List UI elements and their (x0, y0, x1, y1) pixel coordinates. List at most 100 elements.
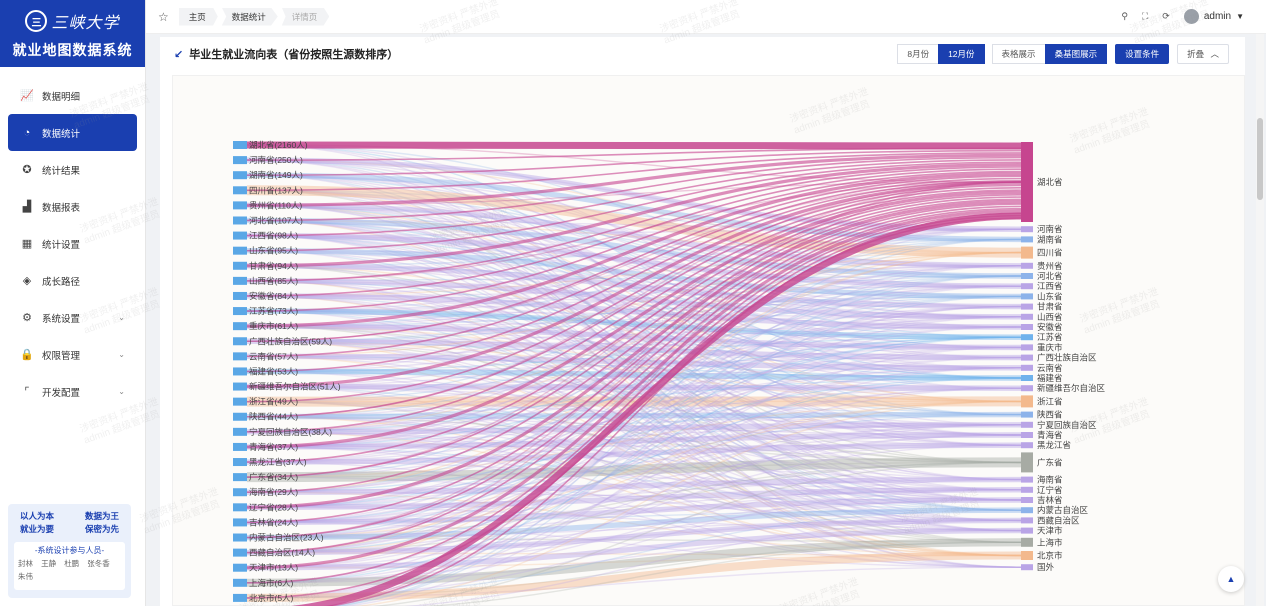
sankey-source-label: 青海省(37人) (249, 442, 298, 452)
sankey-link-hubei (246, 180, 1022, 373)
sankey-target-node[interactable] (1021, 262, 1033, 269)
sankey-target-node[interactable] (1021, 142, 1033, 222)
sankey-source-node[interactable] (233, 533, 247, 542)
sankey-link (246, 416, 1022, 464)
sankey-target-node[interactable] (1021, 293, 1033, 300)
sankey-source-node[interactable] (233, 563, 247, 572)
sankey-source-node[interactable] (233, 201, 247, 210)
sankey-link (246, 234, 1022, 287)
sankey-source-node[interactable] (233, 367, 247, 376)
breadcrumb-stats[interactable]: 数据统计 (221, 7, 278, 26)
sankey-target-node[interactable] (1021, 442, 1033, 449)
sankey-target-node[interactable] (1021, 527, 1033, 534)
breadcrumb-home[interactable]: 主页 (178, 7, 218, 26)
sankey-link (246, 249, 1022, 446)
sidebar-item-7[interactable]: 🔒 权限管理 ⌄ (8, 336, 137, 373)
sankey-source-label: 甘肃省(94人) (249, 261, 298, 271)
scrollbar-thumb[interactable] (1257, 118, 1263, 200)
sankey-source-node[interactable] (233, 352, 247, 361)
sidebar-item-4[interactable]: ▦ 统计设置 (8, 225, 137, 262)
sankey-source-node[interactable] (233, 246, 247, 255)
sankey-source-node[interactable] (233, 473, 247, 482)
sankey-source-node[interactable] (233, 276, 247, 285)
sankey-target-node[interactable] (1021, 303, 1033, 310)
sankey-source-node[interactable] (233, 442, 247, 451)
sankey-source-node[interactable] (233, 186, 247, 195)
sidebar-item-5[interactable]: ◈ 成长路径 (8, 262, 137, 299)
sankey-source-node[interactable] (233, 518, 247, 527)
sankey-target-node[interactable] (1021, 364, 1033, 371)
sankey-source-node[interactable] (233, 291, 247, 300)
month-dec-button[interactable]: 12月份 (938, 44, 985, 64)
sankey-target-node[interactable] (1021, 283, 1033, 290)
sankey-target-node[interactable] (1021, 344, 1033, 351)
sankey-link (246, 174, 1022, 318)
fullscreen-icon[interactable]: ⛶ (1141, 11, 1149, 21)
sankey-source-node[interactable] (233, 171, 247, 180)
sankey-target-node[interactable] (1021, 375, 1033, 381)
sankey-source-node[interactable] (233, 216, 247, 225)
collapse-button[interactable]: 折叠 ︿ (1177, 44, 1229, 64)
sankey-source-node[interactable] (233, 231, 247, 240)
sidebar-item-0[interactable]: 📈 数据明细 (8, 77, 137, 114)
sidebar-item-6[interactable]: ⚙ 系统设置 ⌄ (8, 299, 137, 336)
sankey-target-node[interactable] (1021, 537, 1033, 547)
sankey-target-node[interactable] (1021, 476, 1033, 483)
sankey-source-node[interactable] (233, 141, 247, 149)
sankey-source-node[interactable] (233, 261, 247, 270)
sankey-source-node[interactable] (233, 548, 247, 557)
sankey-target-node[interactable] (1021, 334, 1033, 341)
breadcrumb-detail[interactable]: 详情页 (281, 7, 330, 26)
sankey-link (246, 489, 1022, 524)
sankey-target-node[interactable] (1021, 452, 1033, 473)
sankey-target-node[interactable] (1021, 273, 1033, 279)
sankey-source-node[interactable] (233, 322, 247, 331)
sankey-view-button[interactable]: 桑基图展示 (1044, 44, 1108, 64)
user-menu[interactable]: admin ▼ (1183, 9, 1244, 24)
sankey-source-node[interactable] (233, 397, 247, 406)
sankey-target-node[interactable] (1021, 313, 1033, 320)
sankey-target-node[interactable] (1021, 411, 1033, 418)
sankey-source-node[interactable] (233, 427, 247, 436)
sankey-target-node[interactable] (1021, 551, 1033, 560)
sankey-target-node[interactable] (1021, 517, 1033, 524)
back-to-top-button[interactable]: ▲ (1218, 566, 1244, 592)
sidebar-item-8[interactable]: ⌜ 开发配置 ⌄ (8, 373, 137, 410)
sankey-target-node[interactable] (1021, 395, 1033, 408)
sankey-target-node[interactable] (1021, 564, 1033, 571)
sankey-source-node[interactable] (233, 578, 247, 587)
refresh-icon[interactable]: ⟳ (1162, 11, 1170, 21)
month-aug-button[interactable]: 8月份 (897, 44, 940, 64)
sankey-target-node[interactable] (1021, 421, 1033, 428)
sankey-source-node[interactable] (233, 337, 247, 346)
sankey-target-node[interactable] (1021, 246, 1033, 259)
sankey-source-node[interactable] (233, 503, 247, 512)
sankey-target-node[interactable] (1021, 385, 1033, 392)
sankey-link (246, 251, 1022, 418)
sankey-source-node[interactable] (233, 412, 247, 421)
sankey-source-node[interactable] (233, 307, 247, 316)
sankey-target-node[interactable] (1021, 226, 1033, 233)
favorite-star-icon[interactable]: ☆ (158, 9, 169, 24)
sankey-source-node[interactable] (233, 382, 247, 391)
sidebar-item-2[interactable]: ✪ 统计结果 (8, 151, 137, 188)
sankey-source-node[interactable] (233, 488, 247, 497)
scrollbar-track[interactable] (1256, 34, 1264, 606)
sankey-target-label: 重庆市 (1037, 342, 1063, 352)
sankey-target-node[interactable] (1021, 486, 1033, 493)
search-icon[interactable]: ⚲ (1121, 11, 1128, 21)
sidebar-item-3[interactable]: ▟ 数据报表 (8, 188, 137, 225)
sankey-link (246, 144, 1022, 379)
sankey-target-node[interactable] (1021, 432, 1033, 438)
sankey-source-node[interactable] (233, 593, 247, 602)
sankey-source-node[interactable] (233, 156, 247, 165)
sankey-target-node[interactable] (1021, 354, 1033, 361)
table-view-button[interactable]: 表格展示 (991, 44, 1046, 64)
sankey-source-node[interactable] (233, 458, 247, 467)
sankey-target-node[interactable] (1021, 507, 1033, 514)
sankey-target-node[interactable] (1021, 497, 1033, 503)
sankey-target-node[interactable] (1021, 324, 1033, 330)
sankey-target-node[interactable] (1021, 236, 1033, 243)
sidebar-item-1[interactable]: ◔ 数据统计 (8, 114, 137, 151)
set-conditions-button[interactable]: 设置条件 (1115, 44, 1170, 64)
